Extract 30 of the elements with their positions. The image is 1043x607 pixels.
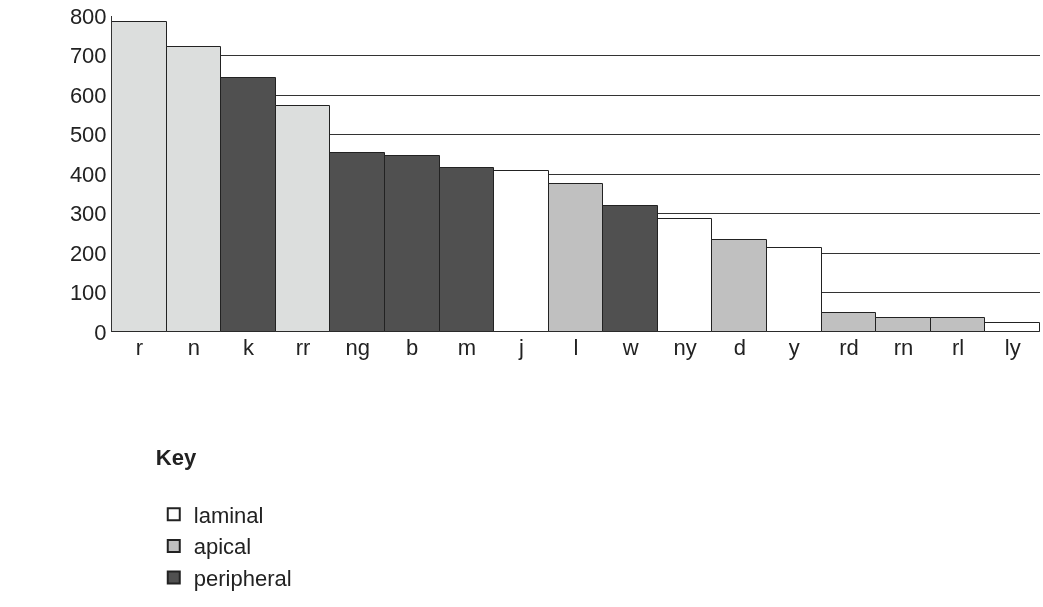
x-tick-label: r (135, 335, 143, 360)
y-tick-label: 600 (69, 82, 107, 108)
x-tick-label: n (187, 335, 201, 360)
y-tick-label: 400 (69, 161, 107, 187)
x-tick-label: rr (295, 335, 311, 360)
x-tick-label: j (517, 335, 524, 360)
y-tick-label: 800 (69, 3, 107, 29)
x-tick-label: l (573, 335, 579, 360)
x-tick-label: b (406, 335, 419, 360)
legend-label: peripheral (193, 566, 292, 592)
x-tick-label: rd (839, 335, 859, 360)
legend-title: Key (155, 444, 197, 470)
x-tick-label: w (621, 335, 639, 360)
x-tick-label: ly (1004, 335, 1021, 360)
y-tick-label: 100 (69, 280, 107, 306)
legend-label: apical (193, 534, 252, 560)
legend-label: laminal (193, 502, 264, 528)
x-tick-label: rn (893, 335, 914, 360)
y-tick-label: 200 (69, 240, 107, 266)
x-tick-label: k (242, 335, 255, 360)
x-tick-label: ng (345, 335, 370, 360)
y-tick-label: 300 (69, 201, 107, 227)
y-tick-label: 700 (69, 43, 107, 69)
x-tick-label: y (788, 335, 800, 360)
x-tick-label: m (457, 335, 476, 360)
x-tick-label: ny (673, 335, 697, 360)
y-tick-label: 0 (94, 319, 107, 345)
x-tick-label: rl (952, 335, 965, 360)
y-tick-label: 500 (69, 122, 107, 148)
x-tick-label: d (733, 335, 746, 360)
